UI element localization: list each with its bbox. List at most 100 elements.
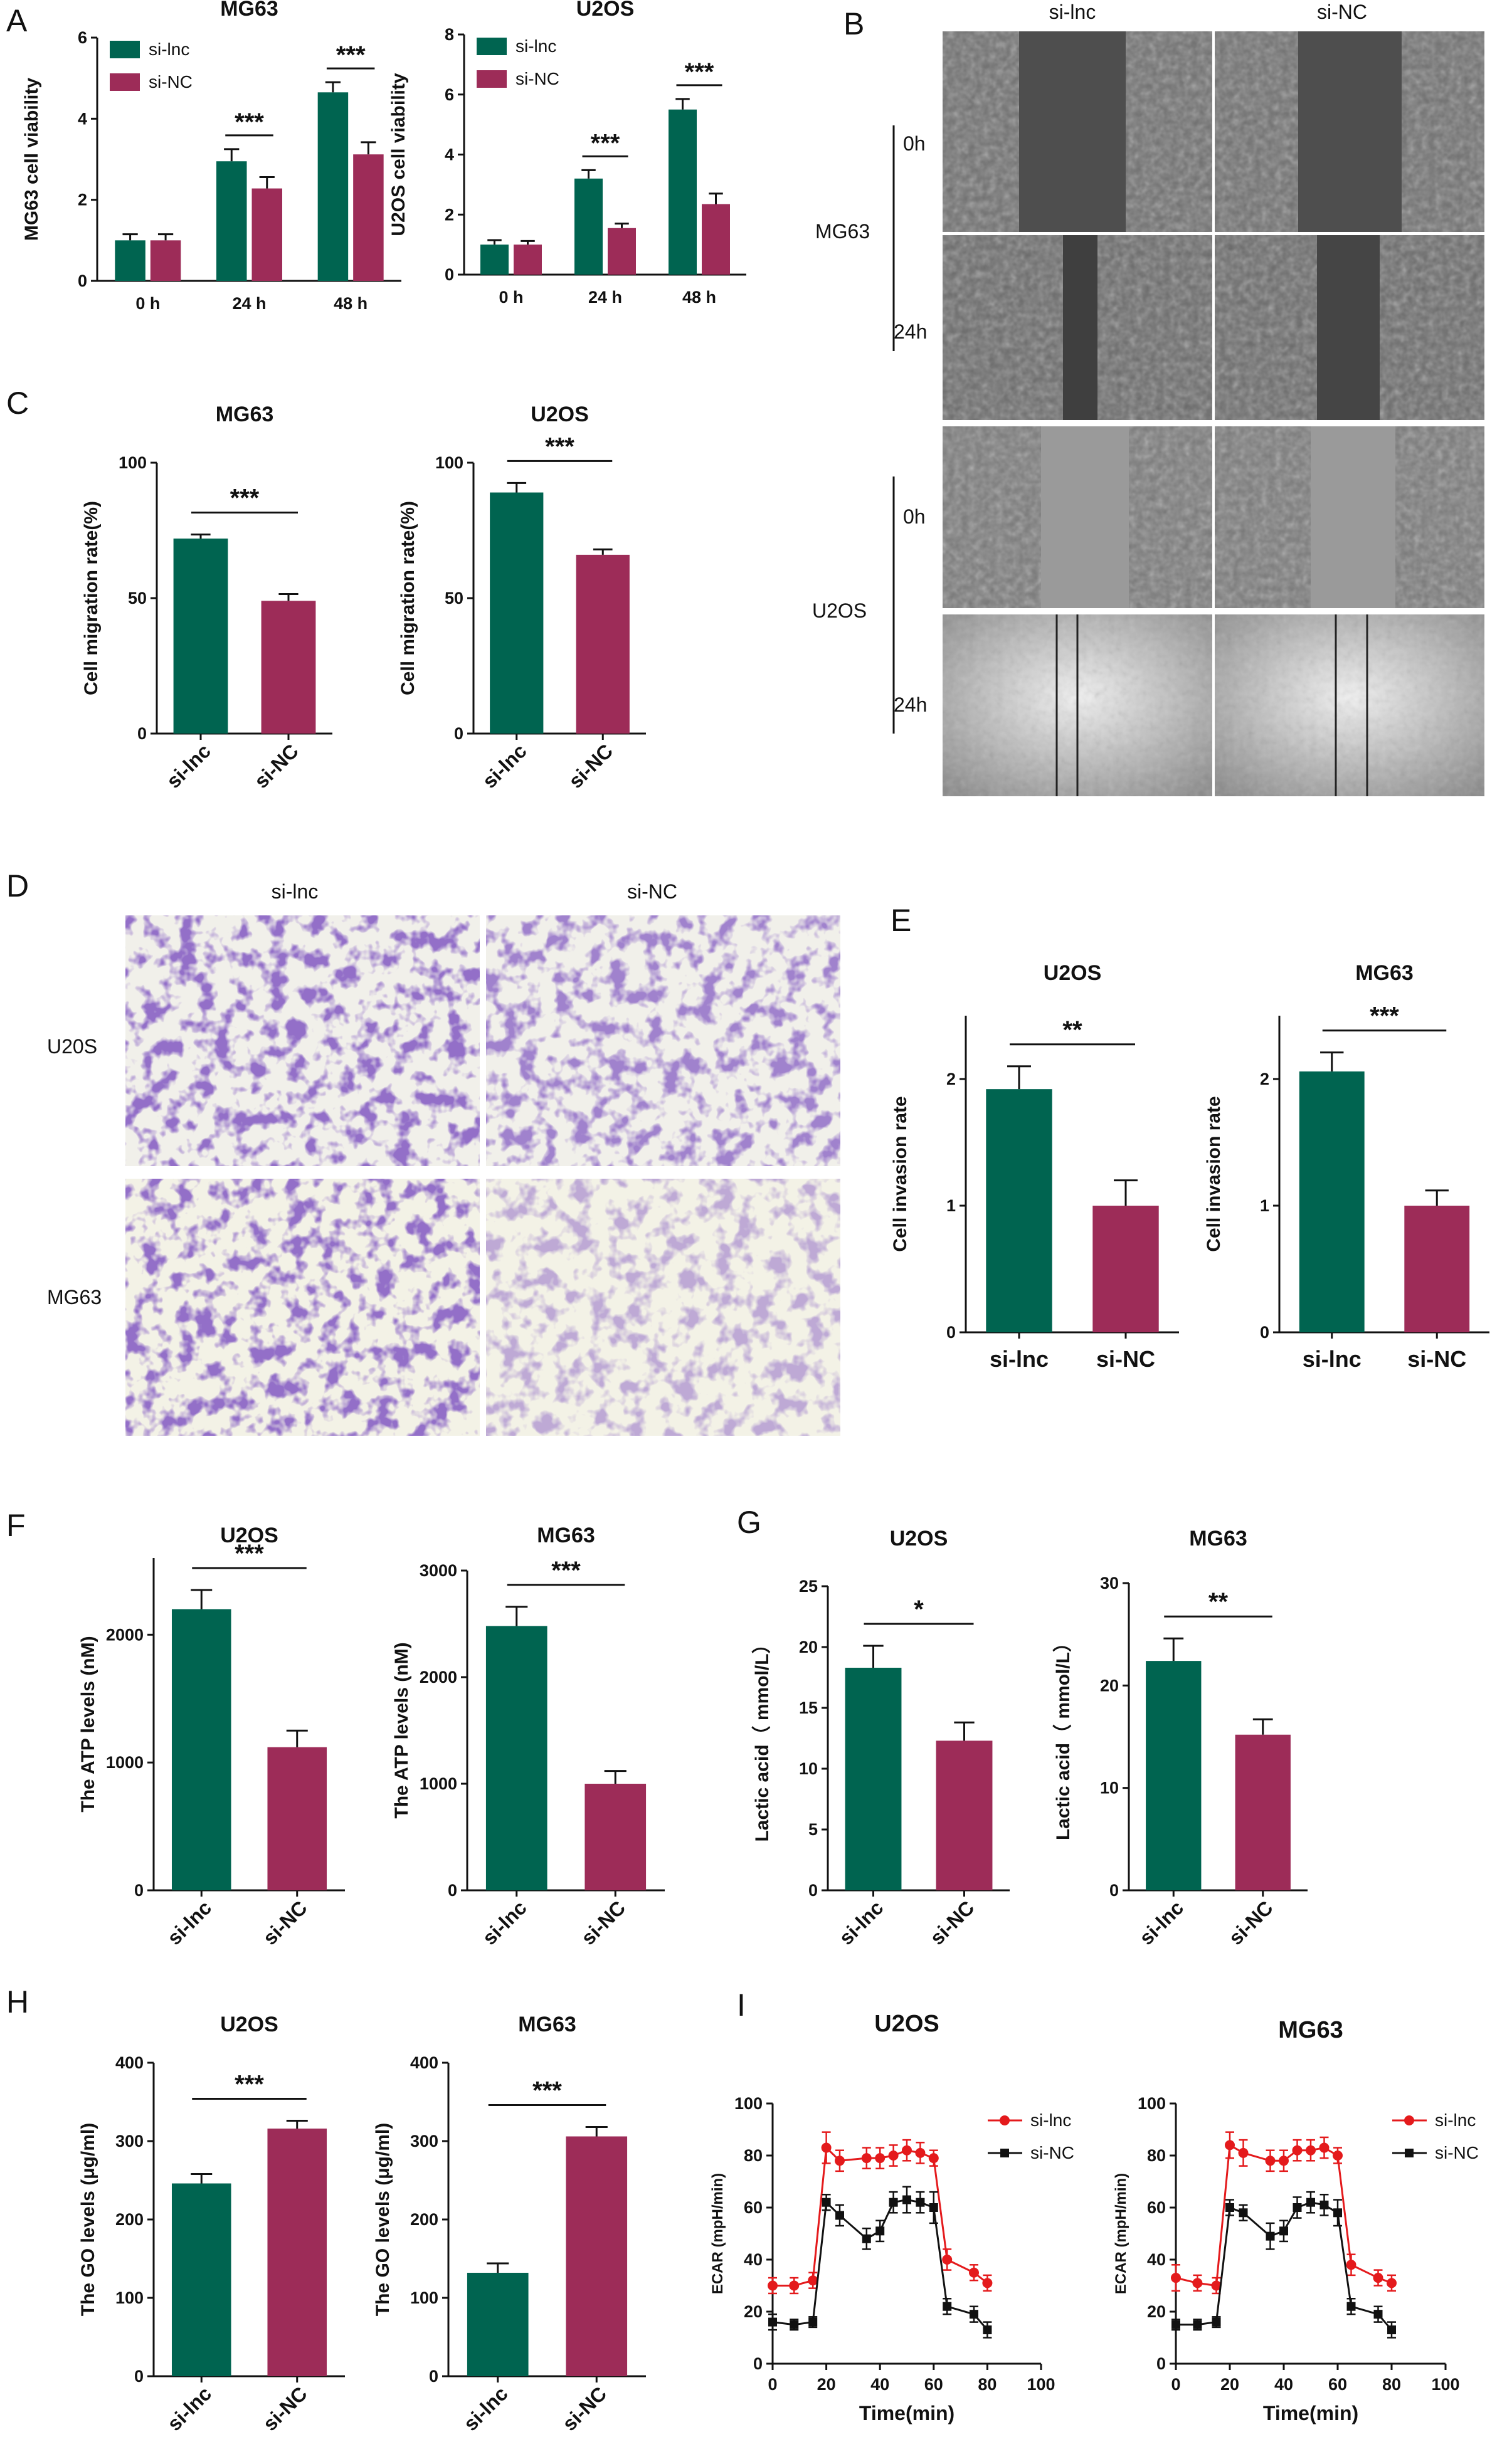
x-tick-label: 100 [1027,2375,1055,2394]
data-point [1373,2273,1383,2283]
significance-label: ** [1208,1588,1229,1616]
panel-d-column-label-si-lnc: si-lnc [272,880,319,903]
y-tick-label: 10 [799,1759,818,1778]
significance-label: *** [230,484,260,512]
chart-title: MG63 [518,2013,576,2036]
x-tick-label: 100 [1431,2375,1459,2394]
chart-h-u2os-go: U2OS The GO levels (μg/ml) 0 100 200 300 400 si… [78,2013,345,2435]
y-tick-label: 300 [115,2132,144,2151]
y-tick-label: 20 [1147,2302,1166,2321]
data-point [768,2280,778,2291]
bar [702,204,730,275]
data-point [861,2153,872,2164]
legend-label: si-lnc [1030,2110,1071,2130]
bar [216,161,247,281]
data-point [1225,2203,1234,2212]
y-tick-label: 0 [134,2367,144,2386]
y-axis-label: MG63 cell viability [21,78,42,241]
y-tick-label: 200 [410,2210,438,2229]
data-point [1212,2317,1221,2327]
legend-swatch [477,70,507,88]
x-tick-label: 48 h [682,288,716,307]
data-point [889,2198,898,2207]
y-axis-label: Lactic acid（ mmol/L） [751,1635,773,1841]
chart-f-u2os-atp: U2OS The ATP levels (nM) 0 1000 2000 si-lnc si… [78,1524,345,1949]
x-axis-label: Time(min) [1263,2402,1358,2425]
significance-label: *** [1370,1003,1399,1030]
data-point [1333,2208,1342,2218]
chart-a-u2os-viability: U2OS U2OS cell viability 0 2 4 6 8 0 h 24 h *** 48… [388,0,746,307]
x-tick-label: 20 [1220,2375,1239,2394]
data-point [1387,2278,1397,2288]
panel-letter-c: C [6,386,29,421]
x-tick-label: si-lnc [459,2382,512,2435]
x-tick-label: si-lnc [478,739,531,792]
micrograph-transwell-u2os-si-nc [486,915,840,1166]
micrograph-mg63-0h-si-nc [1215,31,1484,232]
x-tick-label: si-NC [258,1896,312,1949]
bar [490,492,544,734]
wound-healing-panel: si-lnc si-NC MG63 U2OS 0h 24h 0h 24h [812,1,1484,796]
panel-d-row-label-mg63: MG63 [47,1286,102,1308]
chart-title: MG63 [216,403,274,426]
x-tick-label: si-lnc [162,739,215,792]
x-tick-label: 24 h [232,294,266,313]
y-tick-label: 4 [78,109,87,128]
chart-g-u2os-lactic: U2OS Lactic acid（ mmol/L） 0 5 10 15 20 25 si-lnc… [751,1527,1010,1949]
x-tick-label: si-lnc [1303,1346,1362,1372]
significance-label: *** [235,108,264,136]
legend-label: si-NC [1030,2143,1074,2162]
legend-label: si-NC [149,72,193,92]
data-point [1238,2147,1249,2158]
bar [1146,1661,1202,1890]
legend-label: si-lnc [149,39,189,59]
micrograph-transwell-u2os-si-lnc [125,915,480,1166]
legend-label: si-lnc [1435,2110,1476,2130]
micrograph-u2os-0h-si-nc [1215,426,1484,608]
x-tick-label: si-lnc [163,1896,216,1949]
y-tick-label: 0 [429,2367,438,2386]
y-tick-label: 100 [1138,2094,1166,2113]
panel-letter-f: F [6,1508,26,1543]
y-tick-label: 2 [445,205,454,224]
data-point [982,2278,993,2288]
significance-label: *** [685,58,714,86]
y-tick-label: 5 [808,1820,818,1839]
bar [1404,1206,1470,1332]
chart-title: U2OS [220,2013,278,2036]
data-point [1319,2142,1330,2153]
panel-b-group-label-u2os: U2OS [812,599,867,622]
x-tick-label: 24 h [588,288,622,307]
significance-label: *** [235,2071,264,2098]
micrograph-u2os-24h-si-nc [1215,614,1484,796]
bar [267,1747,327,1890]
legend-label: si-NC [516,69,559,88]
data-point [1193,2320,1202,2329]
panel-letter-i: I [737,1988,746,2023]
x-tick-label: 0 h [135,294,160,313]
y-tick-label: 2000 [420,1668,457,1687]
data-point [1306,2145,1316,2156]
significance-label: *** [336,41,366,69]
micrograph-mg63-24h-si-lnc [943,235,1212,420]
panel-b-column-label-si-lnc: si-lnc [1049,1,1096,23]
data-point [1192,2278,1203,2288]
x-tick-label: 0 [1171,2375,1180,2394]
panel-letter-h: H [6,1984,29,2019]
y-axis-label: Cell migration rate(%) [398,501,418,695]
y-axis-label: The ATP levels (nM) [78,1636,98,1812]
bar [115,240,145,281]
y-tick-label: 0 [808,1881,818,1900]
bar [267,2129,327,2376]
significance-label: *** [235,1540,264,1567]
x-tick-label: si-NC [577,1896,630,1949]
y-tick-label: 20 [799,1638,818,1656]
data-point [1292,2145,1303,2156]
data-point [790,2320,799,2329]
y-axis-label: The GO levels (μg/ml) [373,2123,393,2316]
legend-swatch [110,41,140,58]
bar [467,2273,529,2376]
x-tick-label: si-NC [258,2382,312,2435]
y-tick-label: 2 [78,191,87,209]
y-tick-label: 2000 [106,1625,144,1644]
